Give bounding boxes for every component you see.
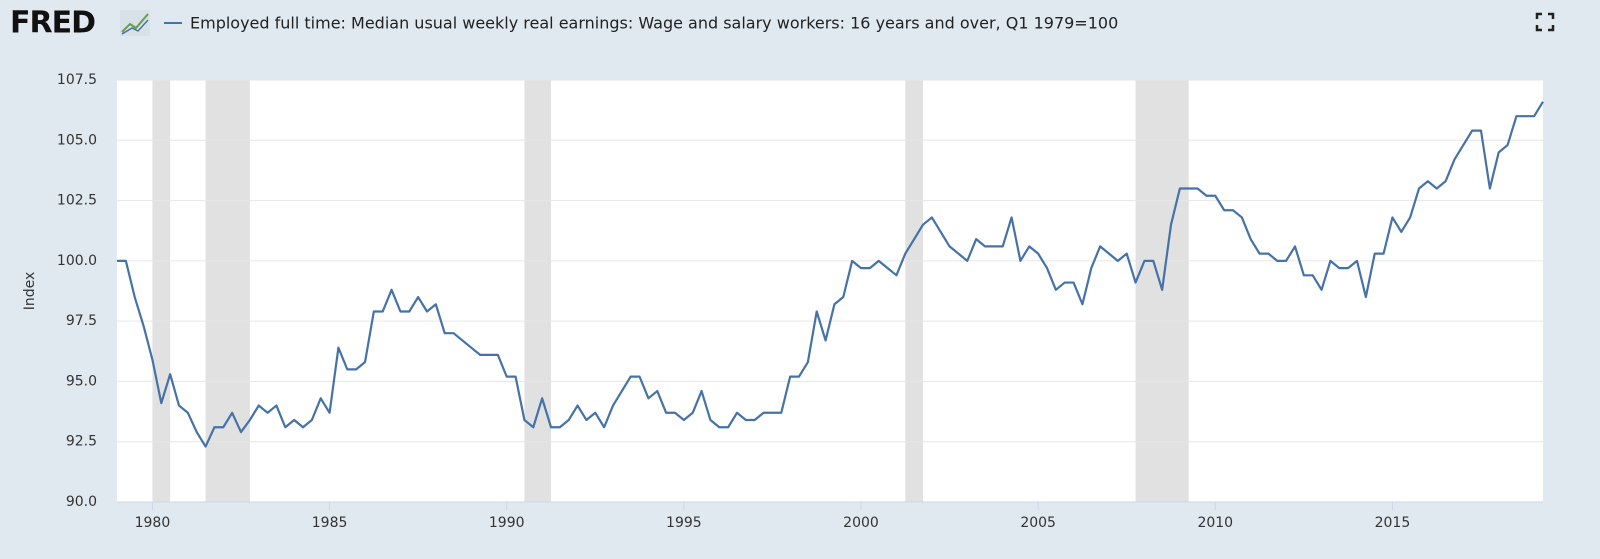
x-tick-label: 2000 [843, 515, 879, 531]
recession-band [152, 80, 171, 502]
y-tick-label: 90.0 [66, 494, 97, 510]
x-tick-label: 1985 [312, 515, 348, 531]
y-axis-label: Index [22, 272, 38, 311]
y-tick-label: 102.5 [57, 193, 97, 209]
y-tick-label: 105.0 [57, 132, 97, 148]
x-tick-label: 1995 [666, 515, 702, 531]
y-tick-label: 95.0 [66, 373, 97, 389]
x-tick-label: 1980 [135, 515, 171, 531]
x-tick-label: 1990 [489, 515, 525, 531]
legend-label: Employed full time: Median usual weekly … [190, 14, 1118, 33]
recession-band [1135, 80, 1189, 502]
y-tick-label: 97.5 [66, 313, 97, 329]
logo: FRED [10, 6, 95, 41]
logo-icon [120, 10, 150, 36]
x-tick-label: 2015 [1375, 515, 1411, 531]
recession-band [205, 80, 250, 502]
y-tick-label: 107.5 [57, 72, 97, 88]
data-line [117, 101, 1544, 448]
recession-band [524, 80, 551, 502]
y-tick-label: 100.0 [57, 253, 97, 269]
recession-band [905, 80, 923, 502]
fullscreen-button[interactable] [1535, 12, 1555, 32]
plot-area [117, 80, 1543, 502]
x-tick-label: 2005 [1020, 515, 1056, 531]
x-tick-label: 2010 [1197, 515, 1233, 531]
y-tick-label: 92.5 [66, 434, 97, 450]
